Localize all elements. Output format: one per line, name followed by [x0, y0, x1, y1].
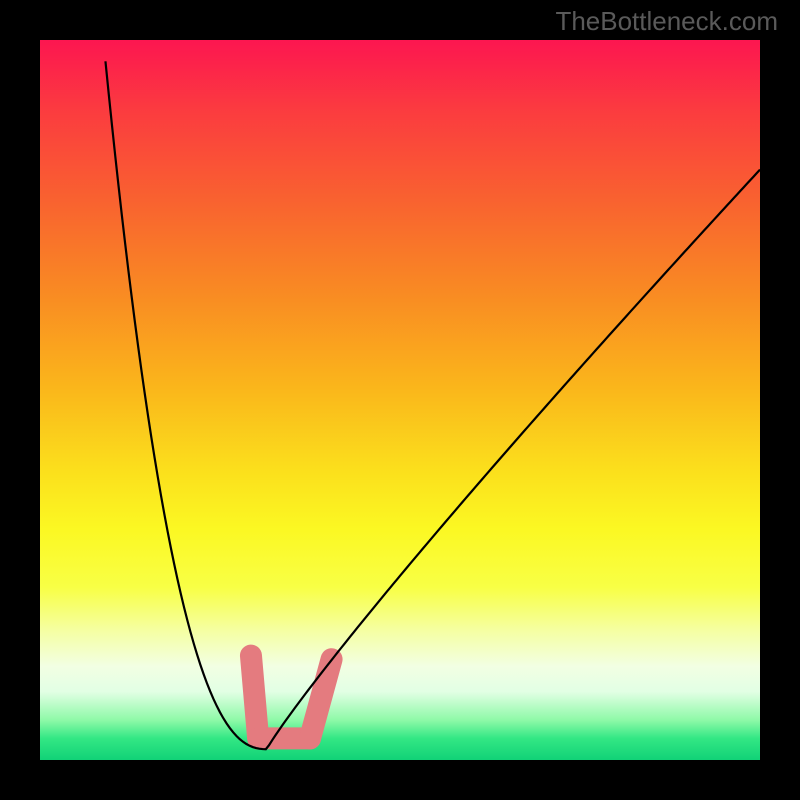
chart-container: TheBottleneck.com: [0, 0, 800, 800]
chart-svg: [0, 0, 800, 800]
plot-background: [40, 40, 760, 760]
watermark-text: TheBottleneck.com: [555, 6, 778, 37]
highlight-segment: [251, 656, 258, 739]
